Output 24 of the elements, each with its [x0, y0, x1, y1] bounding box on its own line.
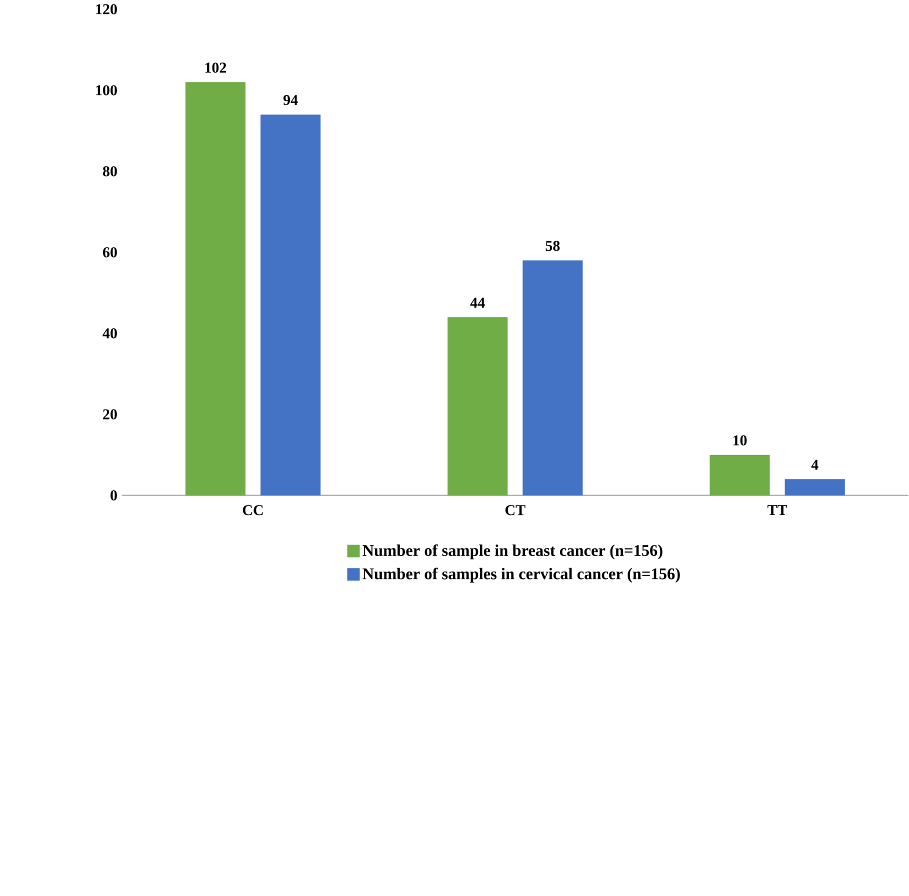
data-label: 94: [283, 94, 298, 105]
x-tick-label: CC: [242, 504, 263, 516]
y-tick-label: 40: [102, 328, 117, 338]
data-label: 44: [470, 298, 485, 308]
data-label: 10: [733, 435, 747, 446]
data-label: 102: [205, 62, 226, 72]
y-tick-label: 0: [110, 490, 117, 500]
data-label: 4: [811, 460, 818, 470]
bar: [260, 114, 321, 496]
bar: [448, 316, 508, 496]
bar: [185, 82, 246, 496]
bar: [522, 260, 583, 496]
y-tick-label: 80: [102, 166, 117, 176]
bar: [710, 454, 770, 496]
x-tick-label: CT: [505, 504, 526, 516]
y-tick-label: 100: [96, 84, 117, 96]
legend-label: Number of sample in breast cancer (n=156): [362, 544, 662, 560]
y-tick-label: 60: [102, 247, 117, 258]
x-tick-label: TT: [768, 504, 788, 515]
bar: [784, 478, 845, 496]
y-tick-label: 20: [103, 409, 117, 420]
data-label: 58: [546, 240, 560, 251]
legend-label: Number of samples in cervical cancer (n=156): [362, 568, 680, 582]
y-tick-label: 120: [96, 4, 117, 14]
